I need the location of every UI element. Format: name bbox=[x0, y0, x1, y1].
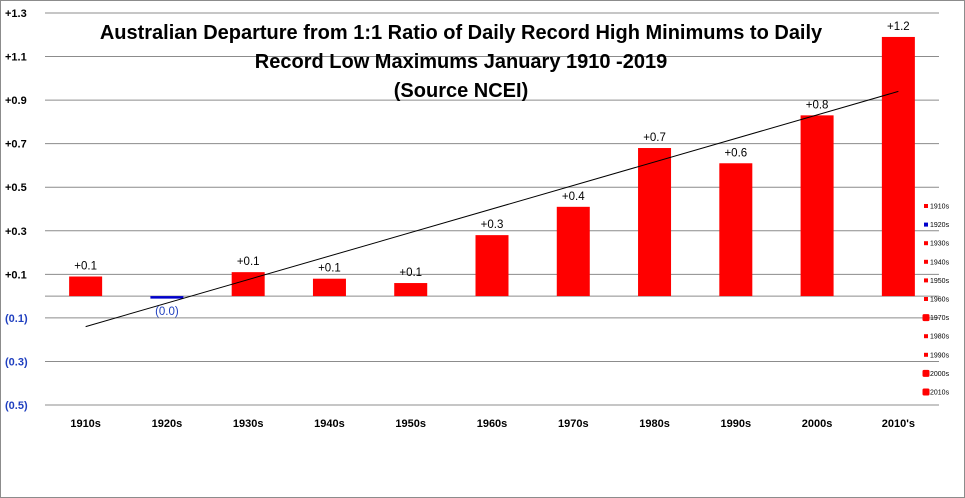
y-tick-label: +0.1 bbox=[5, 269, 27, 281]
chart-title-line-2: Record Low Maximums January 1910 -2019 bbox=[255, 51, 667, 73]
x-category-label: 2010's bbox=[882, 418, 915, 430]
chart-title: Australian Departure from 1:1 Ratio of D… bbox=[100, 22, 823, 102]
data-label: +0.7 bbox=[643, 132, 666, 144]
x-category-label: 1990s bbox=[721, 418, 752, 430]
bar bbox=[719, 163, 753, 297]
x-category-label: 1940s bbox=[314, 418, 345, 430]
trendline-line bbox=[85, 90, 899, 328]
x-category-label: 1920s bbox=[152, 418, 183, 430]
data-labels: +0.1 (0.0) +0.1 +0.1 +0.1 +0.3 +0.4 +0.7 +0.6 +0.… bbox=[74, 21, 909, 318]
data-label: +0.1 bbox=[318, 263, 341, 275]
legend-swatch bbox=[924, 297, 928, 301]
legend-swatch bbox=[924, 241, 928, 246]
bar bbox=[69, 276, 103, 297]
y-tick-label: +0.5 bbox=[5, 182, 27, 194]
bar bbox=[394, 283, 428, 297]
legend-label: 1980s bbox=[930, 334, 950, 341]
legend-label: 1930s bbox=[930, 241, 950, 248]
data-label: +0.1 bbox=[74, 261, 97, 273]
y-tick-label: (0.5) bbox=[5, 400, 28, 412]
legend-label: 1940s bbox=[930, 259, 950, 266]
legend-label: 1970s bbox=[930, 315, 950, 322]
bar bbox=[312, 278, 346, 297]
y-tick-label: +0.9 bbox=[5, 95, 27, 107]
legend-swatch bbox=[922, 369, 930, 377]
bar bbox=[881, 36, 915, 297]
x-category-label: 1910s bbox=[70, 418, 101, 430]
bar bbox=[475, 235, 509, 297]
x-category-label: 1970s bbox=[558, 418, 589, 430]
y-tick-label: +0.7 bbox=[5, 139, 27, 151]
x-category-label: 1960s bbox=[477, 418, 508, 430]
data-label: +1.2 bbox=[887, 21, 910, 33]
legend-label: 1950s bbox=[930, 278, 950, 285]
x-category-label: 2000s bbox=[802, 418, 833, 430]
legend-swatch bbox=[922, 314, 930, 322]
legend-swatch bbox=[924, 222, 928, 227]
data-label: +0.4 bbox=[562, 191, 585, 203]
y-axis-tick-labels: +1.3 +1.1 +0.9 +0.7 +0.5 +0.3 +0.1 (0.1) (0.3) (0… bbox=[5, 8, 28, 412]
data-label: +0.1 bbox=[399, 267, 422, 279]
legend-label: 1910s bbox=[930, 204, 950, 211]
legend-swatch bbox=[924, 352, 928, 357]
y-tick-label: +0.3 bbox=[5, 226, 27, 238]
legend-label: 1990s bbox=[930, 352, 950, 359]
y-tick-label: +1.3 bbox=[5, 8, 27, 20]
x-category-label: 1980s bbox=[639, 418, 670, 430]
bar bbox=[231, 272, 265, 297]
trendline bbox=[85, 90, 899, 328]
chart-title-line-3: (Source NCEI) bbox=[394, 80, 528, 102]
data-label: (0.0) bbox=[155, 306, 179, 318]
bar bbox=[800, 115, 834, 297]
bar bbox=[556, 206, 590, 297]
x-category-label: 1950s bbox=[395, 418, 426, 430]
legend-label: 2010s bbox=[930, 390, 950, 397]
legend-swatch bbox=[922, 388, 930, 396]
data-label: +0.6 bbox=[724, 147, 747, 159]
y-tick-label: (0.3) bbox=[5, 356, 28, 368]
legend-swatch bbox=[924, 334, 928, 339]
legend-swatch bbox=[924, 204, 928, 208]
data-label: +0.8 bbox=[806, 99, 829, 111]
legend-label: 1960s bbox=[930, 297, 950, 304]
gridlines bbox=[45, 12, 939, 406]
y-tick-label: (0.1) bbox=[5, 313, 28, 325]
chart-title-line-1: Australian Departure from 1:1 Ratio of D… bbox=[100, 22, 823, 44]
legend: 1910s 1920s 1930s 1940s 1950s 1960s 1970s 1980s… bbox=[922, 204, 950, 397]
legend-label: 1920s bbox=[930, 222, 950, 229]
y-tick-label: +1.1 bbox=[5, 52, 27, 64]
x-category-label: 1930s bbox=[233, 418, 264, 430]
bar bbox=[638, 148, 672, 297]
legend-swatch bbox=[924, 259, 928, 264]
x-axis-category-labels: 1910s 1920s 1930s 1940s 1950s 1960s 1970s 1980s… bbox=[70, 418, 915, 430]
data-label: +0.3 bbox=[481, 219, 504, 231]
bars bbox=[69, 36, 915, 299]
bar bbox=[150, 296, 184, 299]
data-label: +0.1 bbox=[237, 256, 260, 268]
legend-swatch bbox=[924, 278, 928, 283]
legend-label: 2000s bbox=[930, 371, 950, 378]
